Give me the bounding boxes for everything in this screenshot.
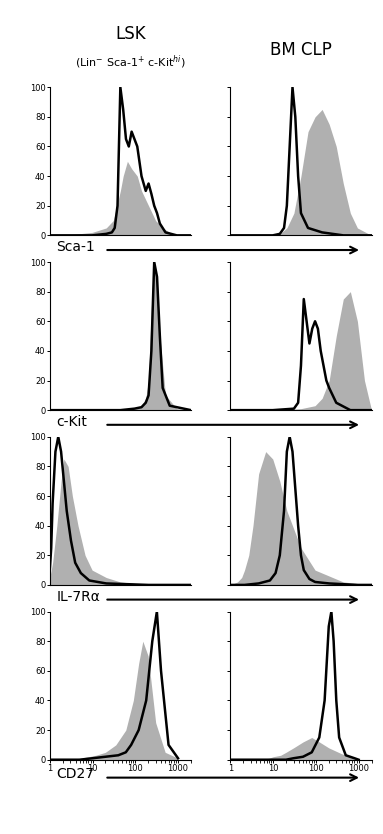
Text: CD27: CD27: [56, 767, 94, 781]
Text: c-Kit: c-Kit: [56, 415, 87, 430]
Text: Sca-1: Sca-1: [56, 240, 95, 254]
Text: IL-7Rα: IL-7Rα: [56, 590, 100, 604]
Text: LSK: LSK: [115, 25, 146, 43]
Text: (Lin$^{-}$ Sca-1$^{+}$ c-Kit$^{hi}$): (Lin$^{-}$ Sca-1$^{+}$ c-Kit$^{hi}$): [75, 53, 185, 71]
Text: BM CLP: BM CLP: [270, 41, 332, 58]
